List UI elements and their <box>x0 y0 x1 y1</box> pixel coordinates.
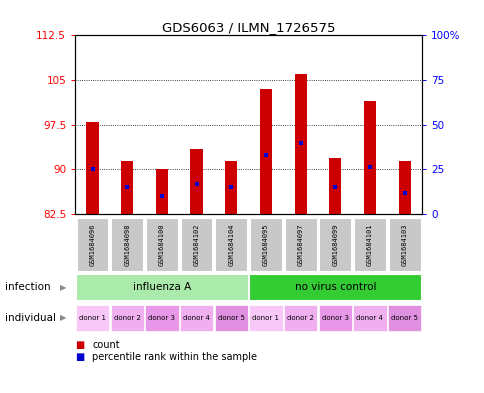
Text: donor 4: donor 4 <box>183 314 210 321</box>
Text: donor 1: donor 1 <box>252 314 279 321</box>
Text: donor 3: donor 3 <box>148 314 175 321</box>
Text: individual: individual <box>5 312 56 323</box>
Bar <box>145 305 178 331</box>
Bar <box>329 158 341 214</box>
Text: ▶: ▶ <box>60 283 66 292</box>
Bar <box>180 218 212 271</box>
Text: donor 2: donor 2 <box>287 314 313 321</box>
Text: GSM1684096: GSM1684096 <box>90 223 95 266</box>
Bar <box>121 160 133 214</box>
Bar <box>76 305 109 331</box>
Bar <box>155 169 167 214</box>
Text: no virus control: no virus control <box>294 282 375 292</box>
Text: ■: ■ <box>75 340 84 351</box>
Text: donor 4: donor 4 <box>356 314 382 321</box>
Text: count: count <box>92 340 120 351</box>
Bar <box>294 74 306 214</box>
Bar <box>318 218 350 271</box>
Text: ■: ■ <box>75 352 84 362</box>
Bar <box>284 218 316 271</box>
Bar <box>214 305 247 331</box>
Bar <box>215 218 247 271</box>
Text: percentile rank within the sample: percentile rank within the sample <box>92 352 257 362</box>
Bar <box>111 218 143 271</box>
Bar <box>86 122 98 214</box>
Text: GSM1684104: GSM1684104 <box>228 223 234 266</box>
Bar <box>259 89 272 214</box>
Bar <box>249 274 421 300</box>
Text: GSM1684100: GSM1684100 <box>159 223 165 266</box>
Bar <box>363 101 375 214</box>
Text: GSM1684095: GSM1684095 <box>262 223 268 266</box>
Bar <box>110 305 144 331</box>
Text: influenza A: influenza A <box>133 282 191 292</box>
Bar <box>249 218 281 271</box>
Text: infection: infection <box>5 282 50 292</box>
Bar <box>180 305 213 331</box>
Text: ▶: ▶ <box>60 313 66 322</box>
Bar <box>352 305 386 331</box>
Bar <box>76 218 108 271</box>
Text: donor 2: donor 2 <box>114 314 140 321</box>
Bar <box>398 160 410 214</box>
Bar <box>318 305 351 331</box>
Text: GSM1684101: GSM1684101 <box>366 223 372 266</box>
Bar <box>387 305 421 331</box>
Text: donor 5: donor 5 <box>391 314 417 321</box>
Bar <box>146 218 178 271</box>
Bar <box>353 218 385 271</box>
Text: GSM1684098: GSM1684098 <box>124 223 130 266</box>
Bar <box>190 149 202 214</box>
Text: GSM1684103: GSM1684103 <box>401 223 407 266</box>
Text: donor 3: donor 3 <box>321 314 348 321</box>
Bar <box>249 305 282 331</box>
Text: GSM1684102: GSM1684102 <box>193 223 199 266</box>
Text: donor 1: donor 1 <box>79 314 106 321</box>
Bar <box>283 305 317 331</box>
Text: GSM1684097: GSM1684097 <box>297 223 303 266</box>
Bar <box>388 218 420 271</box>
Text: GSM1684099: GSM1684099 <box>332 223 337 266</box>
Text: donor 5: donor 5 <box>217 314 244 321</box>
Title: GDS6063 / ILMN_1726575: GDS6063 / ILMN_1726575 <box>162 21 334 34</box>
Bar <box>76 274 247 300</box>
Bar <box>225 160 237 214</box>
